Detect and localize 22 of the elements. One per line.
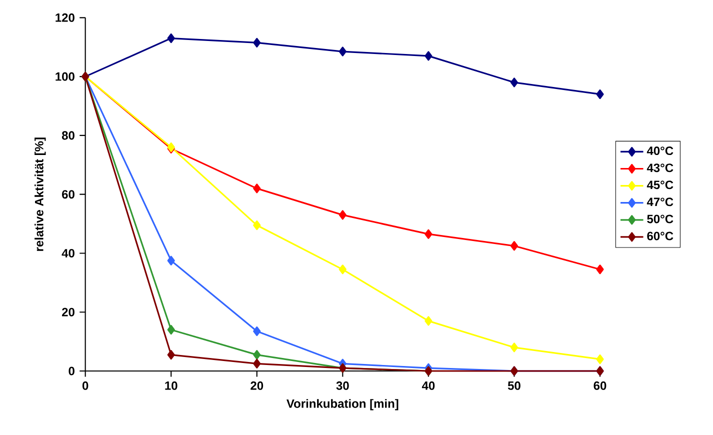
x-tick-label: 20 [250, 381, 264, 390]
y-tick-label: 120 [56, 13, 74, 22]
x-tick-label: 50 [508, 381, 520, 390]
x-tick-label: 60 [594, 381, 606, 390]
x-tick-label: 10 [165, 381, 178, 390]
x-tick-label: 40 [422, 381, 435, 390]
legend-label: 60°C [647, 232, 674, 240]
y-tick-label: 60 [62, 190, 74, 199]
legend-label: 50°C [647, 214, 674, 224]
legend-label: 47°C [646, 198, 674, 206]
y-tick-label: 20 [62, 308, 74, 316]
legend-label: 40°C [646, 146, 674, 156]
x-axis-title: Vorinkubation [min] [286, 399, 398, 410]
y-tick-label: 0 [68, 366, 74, 376]
x-tick-label: 30 [336, 381, 349, 390]
y-tick-label: 80 [62, 131, 74, 140]
legend-label: 45°C [646, 180, 674, 190]
y-tick-label: 40 [62, 248, 74, 258]
x-tick-label: 0 [82, 381, 88, 390]
legend-label: 43°C [646, 164, 674, 172]
y-tick-label: 100 [56, 72, 74, 81]
y-axis-title: relative Aktivität [%] [34, 138, 46, 251]
